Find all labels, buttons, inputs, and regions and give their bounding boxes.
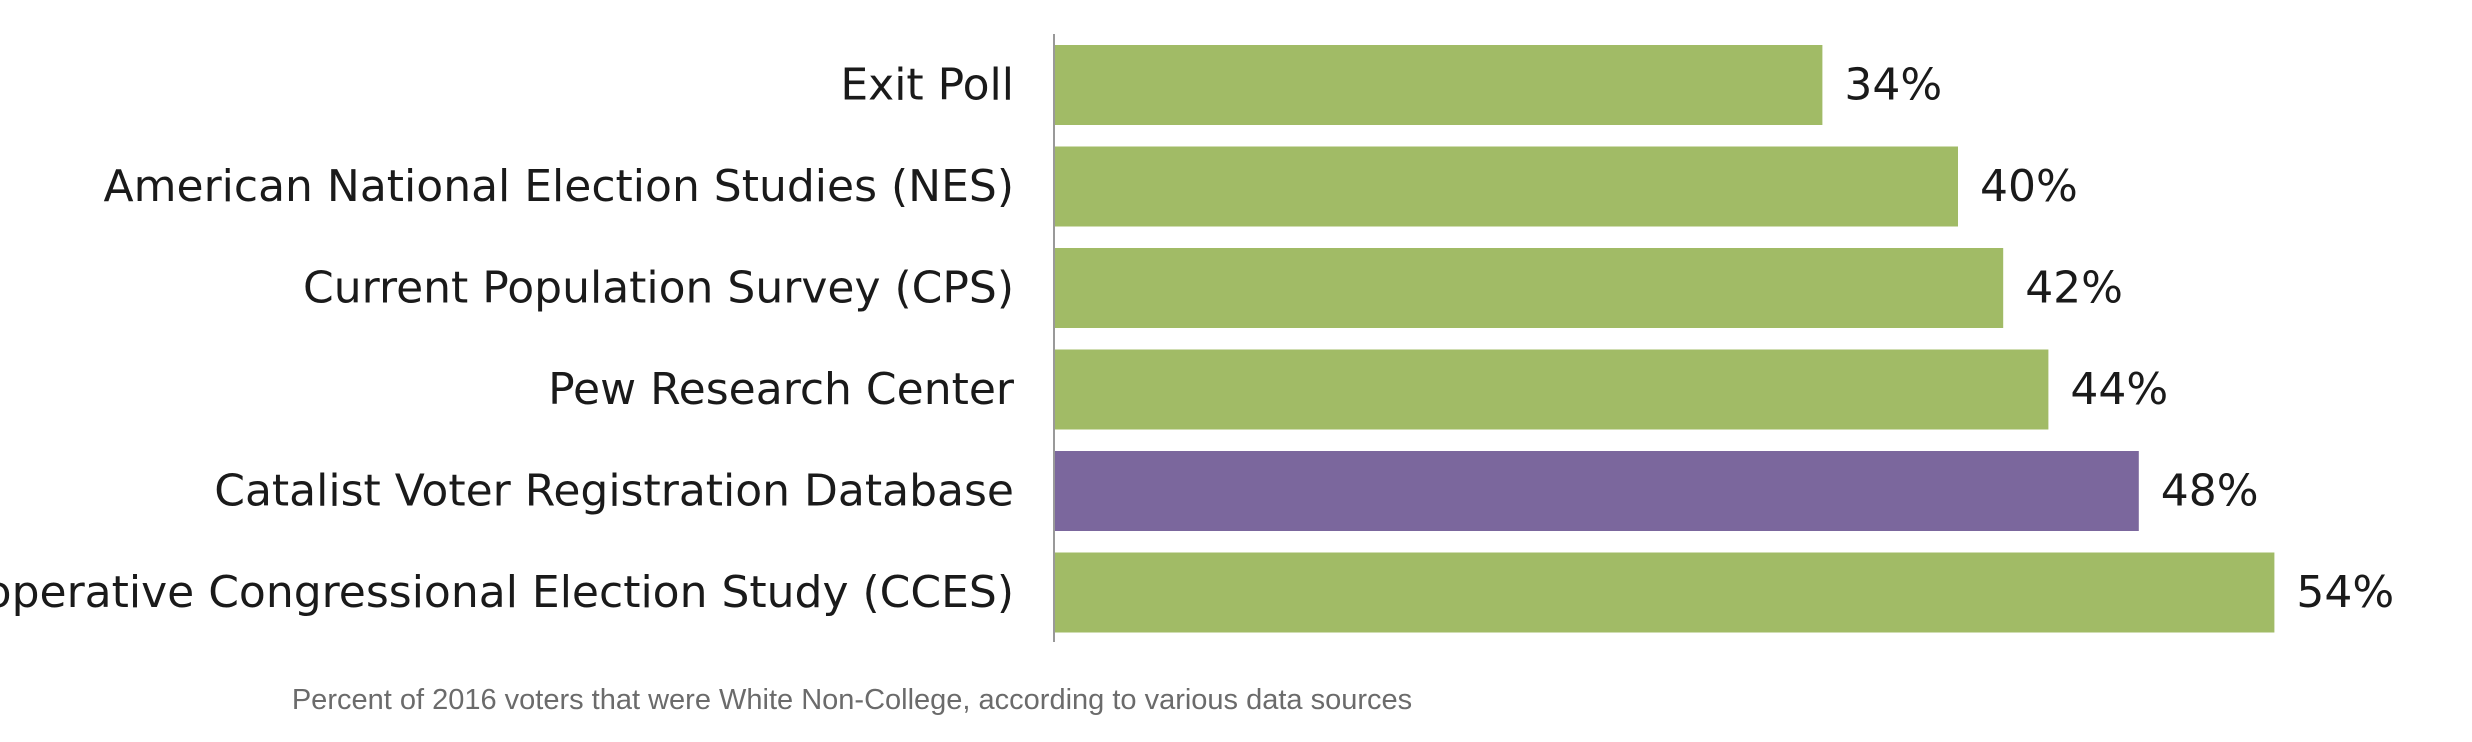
- value-label: 42%: [2025, 263, 2123, 314]
- category-label: Exit Poll: [840, 60, 1014, 111]
- bar-2: [1054, 146, 1958, 227]
- category-labels: Exit Poll American National Election Stud…: [0, 60, 1015, 619]
- bar-5: [1054, 451, 2139, 531]
- bars-group: [1054, 45, 2275, 633]
- bar-4: [1054, 349, 2049, 430]
- value-label: 34%: [1844, 60, 1942, 111]
- category-label: Cooperative Congressional Election Study…: [0, 567, 1014, 618]
- bar-3: [1054, 248, 2004, 328]
- category-label: American National Election Studies (NES): [104, 161, 1014, 212]
- value-labels: 34% 40% 42% 44% 48% 54%: [1844, 60, 2394, 619]
- value-label: 54%: [2296, 567, 2394, 618]
- bar-6: [1054, 552, 2275, 633]
- value-label: 44%: [2070, 364, 2168, 415]
- bar-1: [1054, 45, 1823, 125]
- category-label: Current Population Survey (CPS): [303, 263, 1014, 314]
- category-label: Catalist Voter Registration Database: [214, 466, 1014, 517]
- category-label: Pew Research Center: [548, 364, 1015, 415]
- value-label: 40%: [1980, 161, 2078, 212]
- value-label: 48%: [2161, 466, 2259, 517]
- chart-caption: Percent of 2016 voters that were White N…: [291, 684, 1413, 716]
